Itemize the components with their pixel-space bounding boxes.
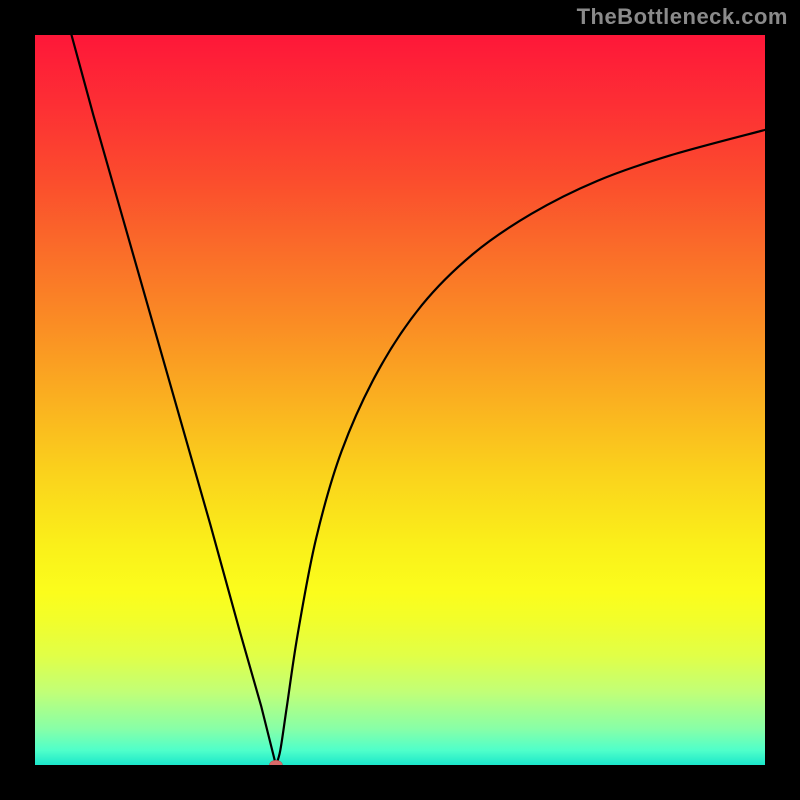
watermark-text: TheBottleneck.com (577, 4, 788, 30)
plot-background (35, 35, 765, 765)
bottleneck-chart (35, 35, 765, 765)
chart-frame: TheBottleneck.com (0, 0, 800, 800)
